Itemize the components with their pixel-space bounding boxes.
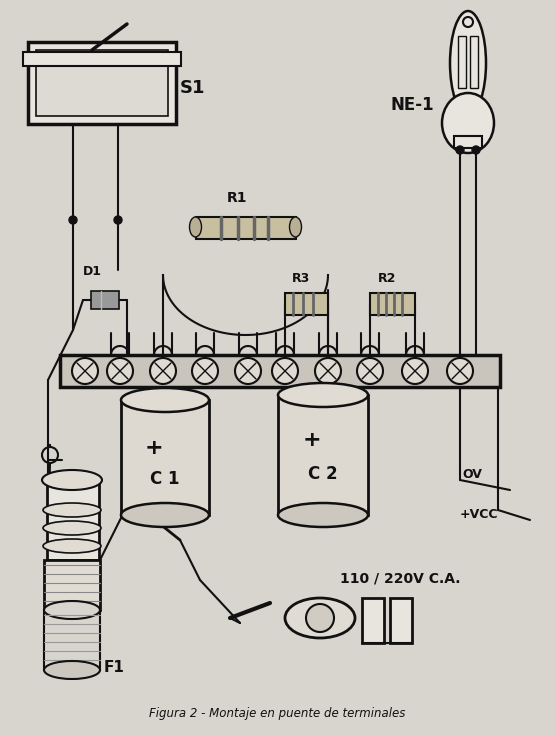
- Bar: [454, 136, 482, 148]
- Circle shape: [150, 358, 176, 384]
- Text: R2: R2: [378, 272, 396, 285]
- Circle shape: [447, 358, 473, 384]
- Circle shape: [402, 358, 428, 384]
- Text: Figura 2 - Montaje en puente de terminales: Figura 2 - Montaje en puente de terminal…: [149, 707, 405, 720]
- Bar: [362, 598, 384, 643]
- Circle shape: [107, 358, 133, 384]
- Bar: [458, 36, 466, 88]
- Circle shape: [306, 604, 334, 632]
- Circle shape: [315, 358, 341, 384]
- Bar: [60, 355, 500, 387]
- Bar: [370, 293, 415, 315]
- Text: +: +: [303, 430, 322, 450]
- Ellipse shape: [278, 503, 368, 527]
- Bar: [390, 598, 412, 643]
- Circle shape: [456, 146, 464, 154]
- Ellipse shape: [121, 503, 209, 527]
- Circle shape: [272, 358, 298, 384]
- Text: +VCC: +VCC: [460, 508, 498, 521]
- Ellipse shape: [42, 470, 102, 490]
- Text: OV: OV: [462, 468, 482, 481]
- Text: R1: R1: [227, 191, 248, 205]
- Ellipse shape: [43, 539, 101, 553]
- Ellipse shape: [43, 521, 101, 535]
- Text: +: +: [145, 438, 164, 458]
- Text: C 2: C 2: [308, 465, 338, 483]
- Text: D1: D1: [83, 265, 102, 278]
- Ellipse shape: [278, 383, 368, 407]
- Bar: [47, 480, 99, 560]
- Circle shape: [235, 358, 261, 384]
- Text: 110 / 220V C.A.: 110 / 220V C.A.: [340, 572, 461, 586]
- Bar: [285, 293, 328, 315]
- Circle shape: [114, 216, 122, 224]
- Ellipse shape: [290, 217, 301, 237]
- Text: R3: R3: [292, 272, 310, 285]
- Ellipse shape: [44, 661, 100, 679]
- Circle shape: [472, 146, 480, 154]
- Text: C 1: C 1: [150, 470, 180, 488]
- Text: NE-1: NE-1: [390, 96, 433, 114]
- Ellipse shape: [450, 11, 486, 115]
- Ellipse shape: [285, 598, 355, 638]
- Bar: [91, 291, 119, 309]
- Ellipse shape: [442, 93, 494, 153]
- Text: S1: S1: [180, 79, 205, 97]
- Circle shape: [463, 17, 473, 27]
- Bar: [195, 217, 295, 239]
- Bar: [44, 560, 100, 610]
- Bar: [23, 52, 181, 66]
- Circle shape: [72, 358, 98, 384]
- Circle shape: [463, 17, 473, 27]
- Circle shape: [192, 358, 218, 384]
- Bar: [121, 400, 209, 515]
- Text: F1: F1: [104, 660, 125, 675]
- Circle shape: [357, 358, 383, 384]
- Bar: [36, 50, 168, 116]
- Bar: [28, 42, 176, 124]
- Bar: [470, 36, 478, 88]
- Bar: [278, 395, 368, 515]
- Bar: [44, 610, 100, 670]
- Ellipse shape: [43, 503, 101, 517]
- Ellipse shape: [189, 217, 201, 237]
- Ellipse shape: [121, 388, 209, 412]
- Circle shape: [69, 216, 77, 224]
- Ellipse shape: [44, 601, 100, 619]
